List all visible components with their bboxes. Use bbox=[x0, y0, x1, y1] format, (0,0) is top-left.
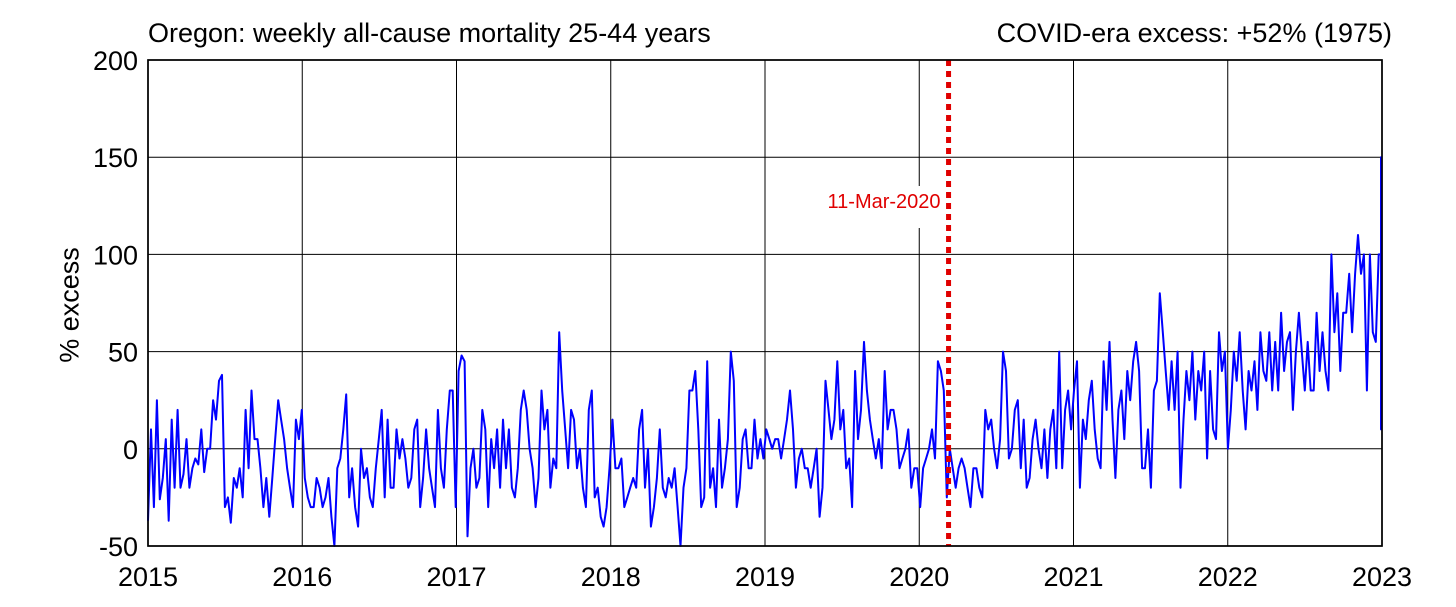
x-tick-label: 2021 bbox=[1043, 562, 1103, 592]
x-tick-label: 2020 bbox=[889, 562, 949, 592]
series-line bbox=[147, 156, 1382, 547]
plot-border bbox=[147, 59, 1383, 547]
chart-title: Oregon: weekly all-cause mortality 25-44… bbox=[148, 18, 711, 48]
x-tick-label: 2018 bbox=[581, 562, 641, 592]
y-tick-label: -50 bbox=[99, 532, 138, 562]
x-tick-label: 2016 bbox=[272, 562, 332, 592]
y-tick-label: 0 bbox=[123, 435, 138, 465]
y-tick-label: 150 bbox=[93, 143, 138, 173]
y-tick-label: 200 bbox=[93, 46, 138, 76]
x-tick-label: 2022 bbox=[1198, 562, 1258, 592]
x-tick-label: 2017 bbox=[426, 562, 486, 592]
x-tick-label: 2019 bbox=[735, 562, 795, 592]
chart-subtitle: COVID-era excess: +52% (1975) bbox=[996, 18, 1392, 48]
axis-tick-labels: 2015 2016 2017 2018 2019 2020 2021 2022 2023 200 1… bbox=[93, 46, 1412, 592]
marker-label: 11-Mar-2020 bbox=[828, 191, 941, 213]
y-axis-label: % excess bbox=[54, 247, 85, 363]
marker-label-background bbox=[804, 186, 945, 228]
x-tick-label: 2023 bbox=[1352, 562, 1412, 592]
x-tick-label: 2015 bbox=[118, 562, 178, 592]
y-tick-label: 50 bbox=[108, 338, 138, 368]
y-tick-label: 100 bbox=[93, 240, 138, 270]
